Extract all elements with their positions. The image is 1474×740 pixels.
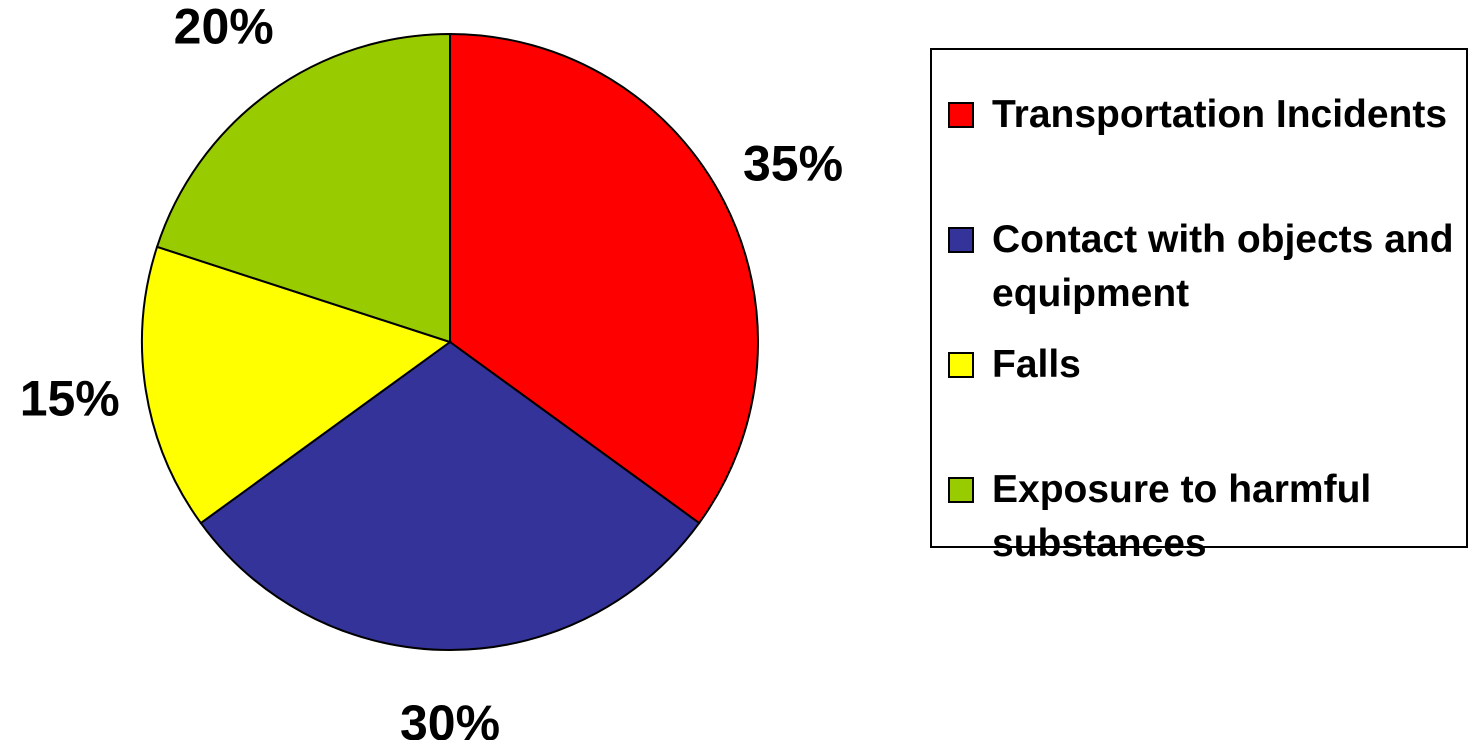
legend: Transportation Incidents Contact with obj… xyxy=(930,48,1468,565)
legend-label: Contact with objects and equipment xyxy=(992,218,1454,315)
pie-slice xyxy=(449,32,759,525)
pie-slice xyxy=(155,32,451,344)
data-label: 15% xyxy=(20,370,120,426)
legend-swatch xyxy=(948,102,974,128)
legend-entry: Falls xyxy=(948,338,1468,463)
legend-label: Falls xyxy=(992,343,1081,386)
legend-swatch xyxy=(948,227,974,253)
legend-label: Transportation Incidents xyxy=(992,93,1448,136)
legend-swatch xyxy=(948,352,974,378)
legend-entry: Transportation Incidents xyxy=(948,88,1468,213)
data-label: 20% xyxy=(174,0,274,55)
legend-label: Exposure to harmful substances xyxy=(992,468,1372,565)
legend-entry: Contact with objects and equipment xyxy=(948,213,1468,338)
pie-slice xyxy=(141,245,453,525)
pie-slice xyxy=(199,340,701,651)
legend-entry: Exposure to harmful substances xyxy=(948,463,1468,588)
data-label: 35% xyxy=(743,135,843,191)
chart: 35% 30% 15% 20% xyxy=(20,0,843,740)
data-label: 30% xyxy=(400,695,500,740)
legend-swatch xyxy=(948,477,974,503)
